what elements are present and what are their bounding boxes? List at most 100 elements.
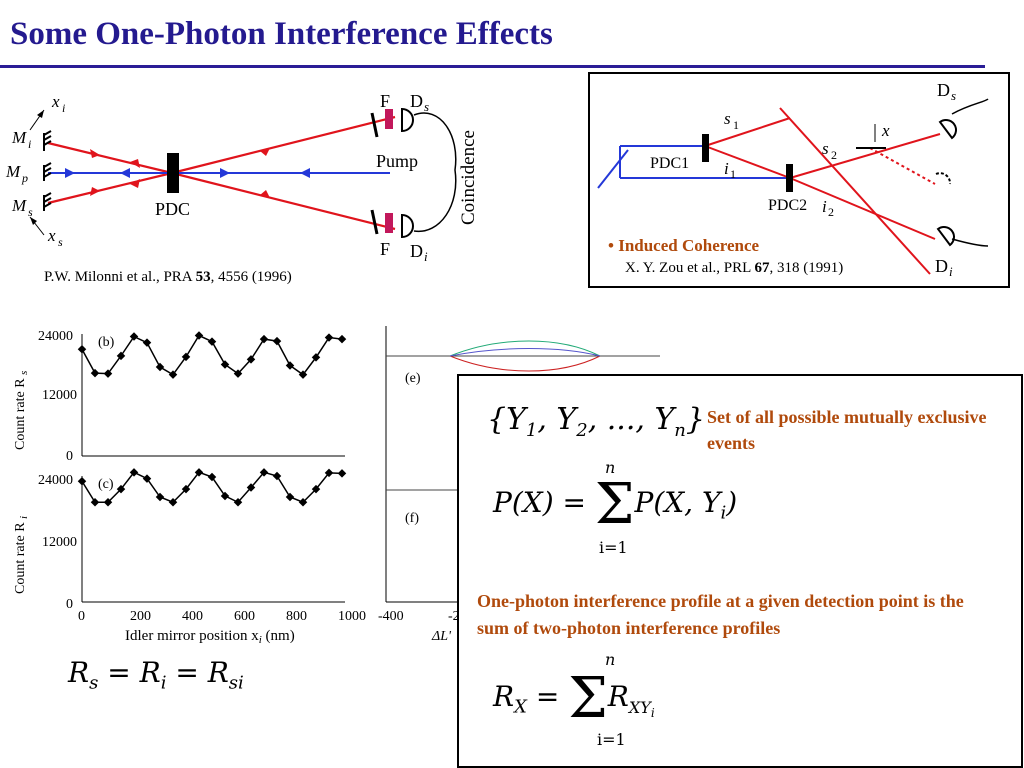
data-point xyxy=(220,491,230,501)
label-xi: x xyxy=(51,92,60,111)
ylabel-ri: Count rate R i xyxy=(13,516,30,594)
data-point xyxy=(337,469,347,478)
data-point xyxy=(142,474,152,483)
label-coincidence: Coincidence xyxy=(458,130,479,225)
data-point xyxy=(285,361,295,370)
label-i2: i xyxy=(822,197,827,216)
svg-text:s: s xyxy=(58,235,63,249)
xlabel-idler: Idler mirror position xi (nm) xyxy=(125,628,295,646)
label-ms: M xyxy=(11,196,27,215)
data-point xyxy=(285,492,295,502)
data-point xyxy=(298,370,308,379)
label-pdc2: PDC2 xyxy=(768,197,807,214)
theory-box: {Y1, Y2, ..., Yn} Set of all possible mu… xyxy=(457,374,1023,768)
detector-di-icon xyxy=(936,226,955,247)
milonni-citation: P.W. Milonni et al., PRA 53, 4556 (1996) xyxy=(44,269,292,285)
svg-text:p: p xyxy=(21,171,28,185)
svg-text:1: 1 xyxy=(730,167,736,181)
label-xs: x xyxy=(47,226,56,245)
data-point xyxy=(259,334,269,344)
svg-text:i: i xyxy=(28,137,31,151)
count-rate-charts: 24000 12000 0 (b) Count rate R s 24000 1… xyxy=(13,326,660,646)
probability-sum-formula: P(X) = ΣP(X, Yi) n i=1 xyxy=(493,458,738,557)
label-i1: i xyxy=(724,159,729,178)
data-point xyxy=(77,477,87,486)
svg-text:1: 1 xyxy=(733,118,739,132)
svg-text:i: i xyxy=(949,264,953,279)
data-point xyxy=(142,338,152,347)
label-f-top: F xyxy=(380,91,390,111)
svg-text:2: 2 xyxy=(828,205,834,219)
tick-c-0: 0 xyxy=(66,597,73,612)
milonni-setup-diagram: x i M i M p M s x s PDC Pump F F D s D i… xyxy=(5,91,479,264)
label-pump: Pump xyxy=(376,151,418,171)
data-point xyxy=(129,332,139,341)
data-point xyxy=(90,368,100,378)
detector-di-icon xyxy=(401,213,414,239)
set-description: Set of all possible mutually exclusive e… xyxy=(707,407,987,453)
zou-setup-diagram: s 1 i 1 s 2 i 2 x PDC1 PDC2 D s D i xyxy=(597,80,989,279)
data-point xyxy=(155,492,165,502)
label-mi: M xyxy=(11,128,27,147)
detector-ds-icon xyxy=(938,119,957,140)
panel-e-label: (e) xyxy=(405,371,421,386)
data-point xyxy=(181,352,191,362)
data-point xyxy=(207,337,217,346)
data-point xyxy=(168,498,178,507)
panel-b-label: (b) xyxy=(98,335,115,350)
tick-b-12000: 12000 xyxy=(42,388,77,403)
data-point xyxy=(324,468,334,478)
label-x: x xyxy=(881,121,890,140)
one-photon-description: One-photon interference profile at a giv… xyxy=(477,591,964,638)
x-tick-label: 800 xyxy=(286,609,307,624)
induced-coherence-box: s 1 i 1 s 2 i 2 x PDC1 PDC2 D s D i • In… xyxy=(588,72,1010,288)
data-point xyxy=(77,345,87,354)
svg-text:s: s xyxy=(424,99,429,114)
slide-title: Some One-Photon Interference Effects xyxy=(10,16,553,52)
label-ds: D xyxy=(937,80,950,100)
data-point xyxy=(194,331,204,340)
equation-r-equal: Rs = Ri = Rsi xyxy=(68,656,244,694)
label-mp: M xyxy=(5,162,21,181)
data-point xyxy=(311,353,321,362)
label-pdc1: PDC1 xyxy=(650,155,689,172)
data-point xyxy=(194,468,204,477)
data-point xyxy=(298,498,308,507)
svg-text:i: i xyxy=(62,101,65,115)
pdc-crystal xyxy=(167,153,179,193)
x-tick-label: 200 xyxy=(130,609,151,624)
label-di: D xyxy=(935,256,948,276)
data-point xyxy=(207,472,217,482)
svg-text:i: i xyxy=(424,249,428,264)
panel-c-label: (c) xyxy=(98,477,114,492)
ylabel-rs: Count rate R s xyxy=(13,371,30,450)
svg-text:s: s xyxy=(28,205,33,219)
data-point xyxy=(129,468,139,477)
data-point xyxy=(259,468,269,477)
svg-text:2: 2 xyxy=(831,148,837,162)
data-point xyxy=(116,484,126,494)
zou-citation: X. Y. Zou et al., PRL 67, 318 (1991) xyxy=(625,260,844,276)
event-set-formula: {Y1, Y2, ..., Yn} xyxy=(487,402,705,441)
data-point xyxy=(311,484,321,494)
data-point xyxy=(272,336,282,346)
x-tick-label: 400 xyxy=(182,609,203,624)
tick-b-0: 0 xyxy=(66,449,73,464)
tick-f-neg400: -400 xyxy=(378,609,404,624)
x-tick-label: 1000 xyxy=(338,609,366,624)
data-point xyxy=(272,471,282,481)
data-point xyxy=(103,498,113,507)
tick-b-24000: 24000 xyxy=(38,329,73,344)
data-point xyxy=(90,498,100,507)
data-point xyxy=(155,362,165,372)
induced-coherence-bullet: • Induced Coherence xyxy=(608,236,760,255)
data-point xyxy=(233,498,243,507)
label-ds: D xyxy=(410,91,423,111)
count-rate-sum-formula: RX = ΣRXYi n i=1 xyxy=(493,650,655,749)
label-s1: s xyxy=(724,109,731,128)
label-f-bottom: F xyxy=(380,239,390,259)
label-s2: s xyxy=(822,139,829,158)
x-tick-label: 600 xyxy=(234,609,255,624)
panel-f-label: (f) xyxy=(405,511,419,526)
x-tick-label: 0 xyxy=(78,609,85,624)
